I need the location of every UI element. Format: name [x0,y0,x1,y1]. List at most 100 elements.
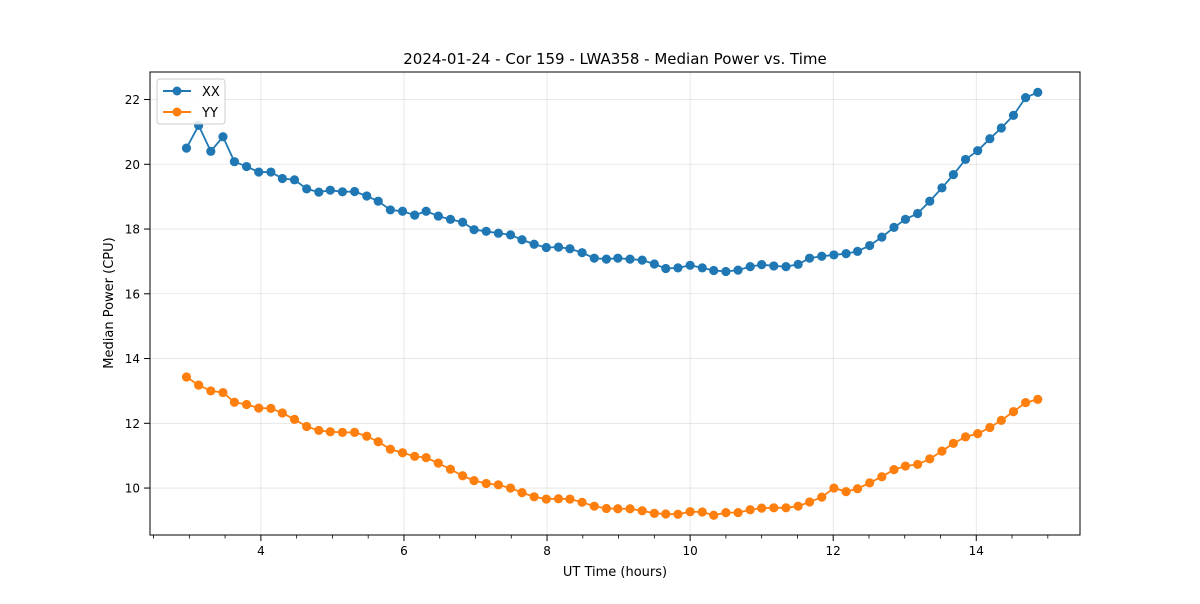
data-point-xx [793,259,803,269]
data-point-xx [337,187,348,197]
data-point-xx [673,263,683,273]
data-point-xx [937,183,947,193]
data-point-yy [206,386,216,396]
data-point-xx [517,235,527,245]
data-point-yy [241,399,252,410]
data-point-xx [973,146,983,156]
data-point-yy [673,509,683,519]
data-point-yy [565,494,575,504]
data-point-xx [458,217,468,227]
data-point-xx [877,232,887,242]
data-point-yy [661,509,671,519]
y-tick-label: 10 [125,482,140,496]
data-point-xx [996,123,1006,133]
data-point-yy [218,387,228,398]
data-point-yy [817,492,827,502]
legend-marker-xx [172,86,182,96]
x-tick-label: 10 [682,544,697,558]
data-point-yy [852,484,863,494]
data-point-xx [1008,110,1019,120]
data-point-xx [206,146,216,156]
data-point-xx [565,244,575,254]
data-point-yy [385,444,395,454]
data-point-yy [613,504,623,514]
data-point-xx [529,239,539,249]
data-point-xx [373,196,383,206]
data-point-yy [985,422,995,433]
data-point-yy [841,487,851,497]
data-point-yy [229,397,240,407]
data-point-yy [541,494,551,504]
data-point-xx [613,253,623,263]
y-tick-label: 20 [125,158,140,172]
data-point-xx [314,187,324,197]
data-point-yy [925,454,935,464]
data-point-xx [577,248,587,258]
data-point-xx [1033,87,1043,97]
data-point-xx [181,143,192,153]
data-point-yy [1008,407,1019,417]
data-point-xx [685,260,695,270]
data-point-yy [469,476,479,486]
data-point-xx [985,134,995,144]
data-point-xx [325,185,335,195]
data-point-yy [277,408,287,418]
data-point-xx [254,167,264,177]
data-point-yy [804,497,815,507]
y-tick-label: 22 [125,93,140,107]
data-point-yy [829,483,839,493]
data-point-xx [350,186,360,197]
data-point-yy [337,427,348,437]
legend-label-xx: XX [202,85,220,100]
data-point-yy [721,508,731,518]
data-point-yy [350,427,360,437]
data-point-yy [960,432,971,442]
data-point-xx [302,184,312,194]
data-point-yy [289,414,300,425]
x-tick-label: 8 [543,544,551,558]
data-point-yy [865,478,875,488]
data-point-yy [649,508,659,518]
legend-marker-yy [172,107,182,117]
data-point-xx [277,173,287,184]
data-point-yy [1033,394,1043,404]
data-point-yy [505,483,516,493]
x-tick-label: 4 [257,544,265,558]
y-tick-label: 18 [125,223,140,237]
data-point-yy [433,458,443,468]
data-point-xx [733,265,743,275]
data-point-yy [314,425,324,436]
data-point-xx [1021,92,1031,103]
data-point-yy [373,437,383,447]
data-point-xx [553,242,564,252]
data-point-xx [865,240,875,251]
ticks-layer: 4 6 8 10 12 14 10 12 14 16 18 20 22 [125,93,1049,558]
data-point-xx [481,226,491,236]
data-point-yy [254,403,264,413]
data-point-xx [889,222,899,233]
data-point-yy [194,380,204,390]
data-point-xx [241,161,252,172]
data-point-xx [697,263,707,273]
data-point-yy [889,465,899,475]
data-point-yy [637,506,647,516]
legend-label-yy: YY [201,106,218,121]
data-point-xx [852,246,863,256]
data-point-yy [529,492,539,502]
y-axis-label: Median Power (CPU) [102,237,117,368]
data-point-yy [793,501,803,511]
data-point-xx [493,228,503,238]
data-point-xx [745,261,755,272]
data-point-yy [577,497,587,507]
x-tick-label: 6 [400,544,408,558]
data-point-xx [925,196,935,206]
data-point-yy [362,431,372,441]
data-point-xx [589,253,599,263]
series-layer [181,87,1043,520]
legend: XX YY [156,78,226,125]
data-point-yy [181,372,192,382]
data-point-yy [757,503,767,513]
data-point-xx [385,205,395,215]
data-point-yy [1021,397,1031,408]
